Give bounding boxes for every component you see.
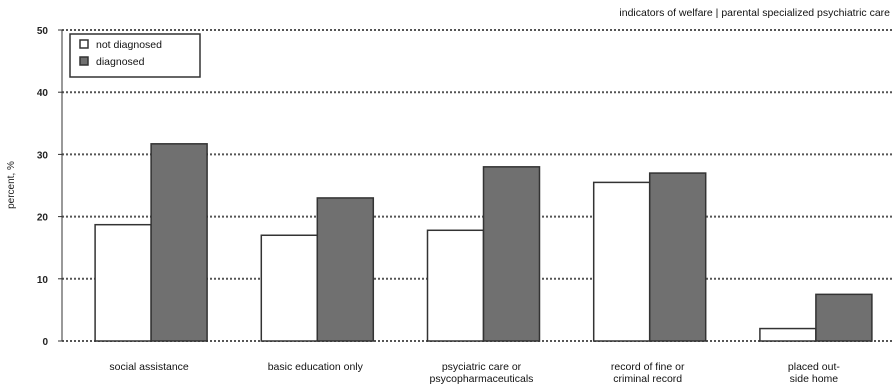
y-tick-labels: 0 10 20 30 40 50 (37, 26, 49, 348)
bar-not-diagnosed-3 (592, 181, 651, 342)
category-label-1: basic education only (268, 361, 364, 373)
chart-subtitle: indicators of welfare | parental special… (619, 7, 890, 19)
y-tick-label-0: 0 (42, 337, 48, 348)
y-tick-label-50: 50 (37, 26, 49, 37)
category-label-0: social assistance (109, 361, 189, 373)
axes (58, 29, 63, 342)
y-tick-label-10: 10 (37, 275, 49, 286)
legend-label-diagnosed: diagnosed (96, 56, 145, 68)
bar-not-diagnosed-4 (759, 327, 817, 342)
bars (94, 143, 873, 342)
category-label-2: psyciatric care or psycopharmaceuticals (430, 361, 534, 385)
legend-swatch-not-diagnosed (79, 39, 89, 49)
y-tick-label-20: 20 (37, 213, 49, 224)
bar-diagnosed-4 (815, 293, 873, 342)
legend-box (69, 33, 201, 78)
bar-diagnosed-0 (150, 143, 208, 342)
category-label-4: placed out-side home (788, 361, 840, 385)
category-labels: social assistance basic education only psy… (109, 361, 840, 385)
category-label-3: record of fine or criminal record (611, 361, 685, 385)
y-axis-label: percent, % (6, 161, 17, 209)
bar-not-diagnosed-1 (260, 234, 319, 342)
legend-label-not-diagnosed: not diagnosed (96, 39, 162, 51)
bar-diagnosed-1 (316, 197, 375, 342)
legend-swatch-diagnosed (79, 56, 89, 66)
y-tick-label-40: 40 (37, 88, 49, 99)
gridlines (62, 29, 893, 342)
bar-not-diagnosed-0 (94, 223, 152, 342)
bar-diagnosed-2 (482, 166, 541, 342)
y-tick-label-30: 30 (37, 150, 49, 161)
bar-diagnosed-3 (648, 172, 707, 342)
legend: not diagnosed diagnosed (69, 33, 201, 78)
bar-not-diagnosed-2 (426, 229, 485, 342)
